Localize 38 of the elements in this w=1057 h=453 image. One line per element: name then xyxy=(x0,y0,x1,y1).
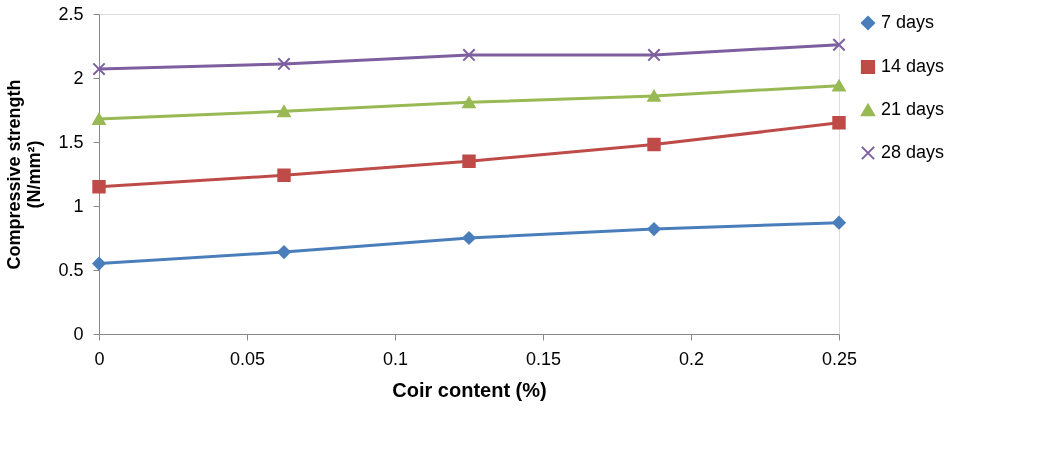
y-tick-label: 0.5 xyxy=(58,259,84,280)
y-tick-label: 2 xyxy=(73,67,84,88)
legend-label: 21 days xyxy=(881,99,945,119)
point xyxy=(462,96,476,109)
point xyxy=(832,79,846,92)
point xyxy=(832,38,846,52)
point xyxy=(647,48,661,62)
x-tick-label: 0 xyxy=(94,348,105,369)
x-tick-label: 0.05 xyxy=(229,348,266,369)
point xyxy=(647,222,661,236)
y-tick-label: 1 xyxy=(73,195,84,216)
point xyxy=(462,154,476,168)
point xyxy=(277,57,291,71)
y-axis-title: Compressive strength (N/mm²) xyxy=(4,79,45,270)
point xyxy=(277,105,291,118)
legend-label: 14 days xyxy=(881,56,945,76)
point xyxy=(277,168,291,182)
legend-label: 28 days xyxy=(881,142,945,162)
point xyxy=(462,231,476,245)
x-tick-label: 0.15 xyxy=(525,348,562,369)
x-axis-title: Coir content (%) xyxy=(392,378,547,401)
point xyxy=(92,180,106,194)
legend-label: 7 days xyxy=(881,12,935,32)
y-tick-label: 2.5 xyxy=(58,3,84,24)
point xyxy=(832,215,846,230)
point xyxy=(462,48,476,62)
point xyxy=(647,89,661,102)
point xyxy=(92,256,106,271)
point xyxy=(92,113,106,125)
point xyxy=(92,62,106,76)
x-tick-label: 0.1 xyxy=(382,348,409,369)
point xyxy=(647,137,661,152)
x-tick-label: 0.25 xyxy=(821,348,858,369)
point xyxy=(277,245,291,259)
point xyxy=(832,116,846,130)
y-tick-label: 0 xyxy=(73,323,84,344)
x-tick-label: 0.2 xyxy=(678,348,705,369)
y-tick-label: 1.5 xyxy=(58,131,84,152)
